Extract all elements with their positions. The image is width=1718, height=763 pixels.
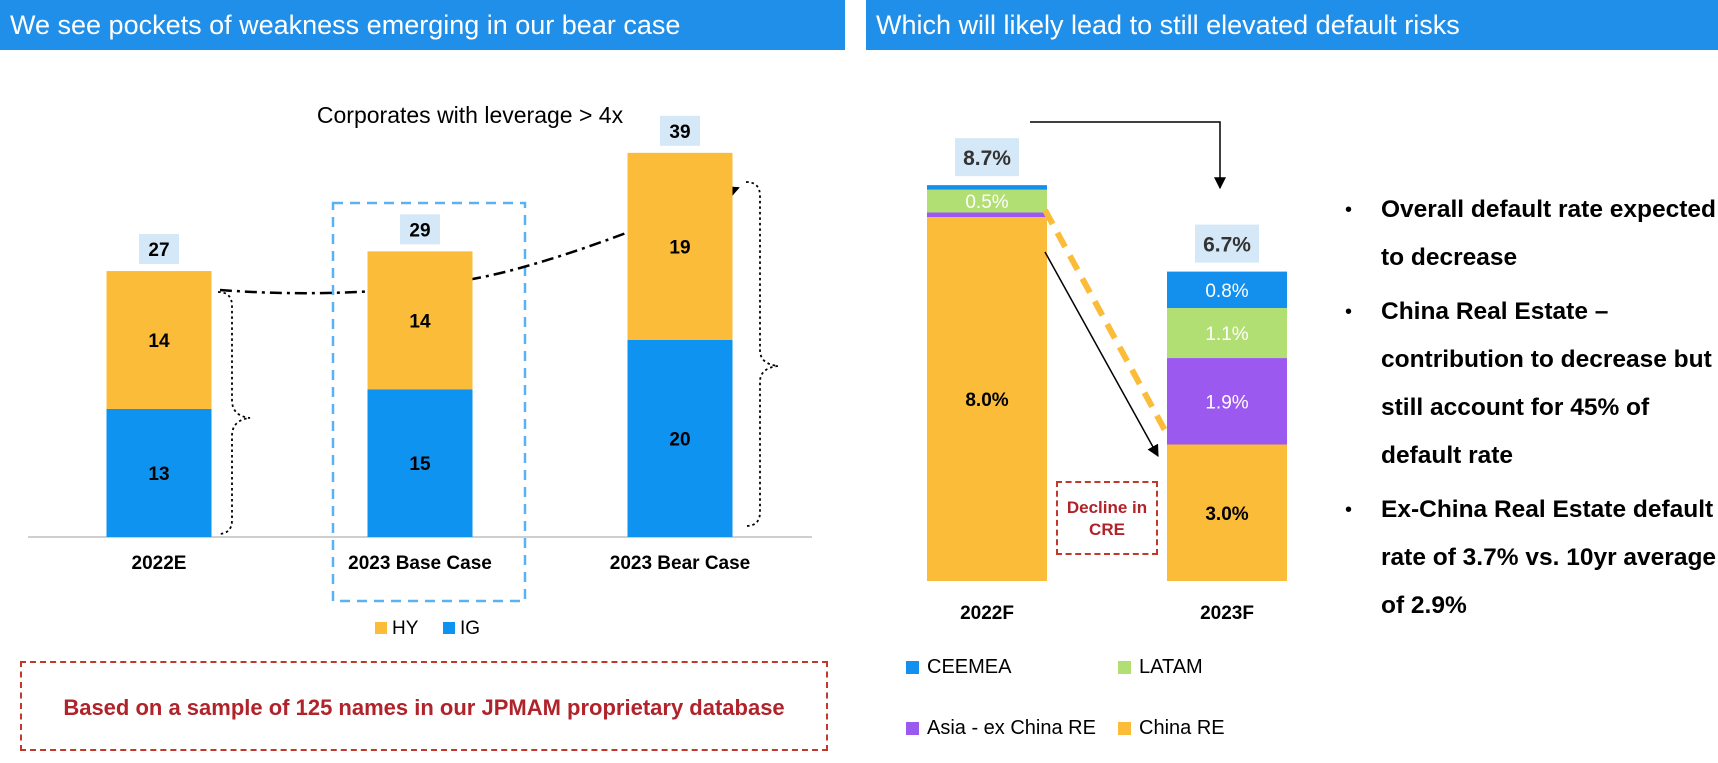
bar-segment-ceemea (927, 185, 1047, 190)
brace-bear-case (745, 181, 779, 527)
legend-latam-swatch (1118, 661, 1131, 674)
legend-asia-swatch (906, 722, 919, 735)
segment-value-label: 1.1% (1205, 324, 1248, 345)
bar-segment-china-re (927, 217, 1047, 581)
category-label: 2022F (960, 603, 1014, 624)
legend-asia-ex-china-re: Asia - ex China RE (906, 717, 1096, 740)
legend-asia-label: Asia - ex China RE (927, 717, 1096, 739)
bar-value-label: 19 (669, 237, 690, 258)
bar-hy-segment (627, 152, 733, 340)
total-value-label: 27 (148, 240, 169, 261)
total-label-bg (660, 115, 700, 146)
legend-latam-label: LATAM (1139, 656, 1203, 678)
bar-hy-segment (367, 251, 473, 390)
cre-decline-dashed-line (1042, 208, 1171, 438)
legend-hy-swatch (375, 622, 387, 634)
bar-ig-segment (627, 340, 733, 537)
legend-ig-swatch (443, 622, 455, 634)
right-panel-banner: Which will likely lead to still elevated… (866, 0, 1718, 50)
bullet-dot-icon: • (1345, 199, 1353, 221)
total-label-bg (1195, 224, 1259, 263)
bar-value-label: 14 (409, 311, 431, 332)
segment-value-label: 8.0% (965, 390, 1008, 411)
bullet-item: • China Real Estate – contribution to dec… (1345, 288, 1718, 480)
bullet-item: • Ex-China Real Estate default rate of 3.… (1345, 486, 1718, 630)
total-value-label: 6.7% (1203, 234, 1251, 257)
bullet-text: China Real Estate – contribution to decr… (1381, 298, 1712, 469)
bar-segment-latam (927, 189, 1047, 213)
legend-ceemea: CEEMEA (906, 656, 1011, 679)
bar-segment-ceemea (1167, 271, 1287, 308)
bullet-dot-icon: • (1345, 301, 1353, 323)
bar-segment-asia-ex-china-re (927, 212, 1047, 217)
brace-2022e (217, 291, 251, 535)
bar-value-label: 15 (409, 454, 431, 475)
total-label-bg (139, 234, 179, 265)
segment-value-label: 0.5% (965, 192, 1008, 213)
category-label: 2023F (1200, 603, 1254, 624)
decline-in-cre-label: Decline in CRE (1056, 481, 1158, 555)
sample-note-text: Based on a sample of 125 names in our JP… (63, 695, 785, 720)
bar-ig-segment (367, 389, 473, 537)
legend-china-re-label: China RE (1139, 717, 1225, 739)
segment-value-label: 3.0% (1205, 504, 1248, 525)
legend-china-re-swatch (1118, 722, 1131, 735)
base-case-highlight (331, 201, 527, 603)
total-value-label: 29 (409, 220, 430, 241)
cre-decline-arrow (1044, 251, 1159, 458)
trend-arrow (219, 185, 740, 295)
left-chart-title: Corporates with leverage > 4x (317, 102, 624, 128)
category-label: 2023 Base Case (348, 553, 492, 574)
legend-ceemea-swatch (906, 661, 919, 674)
total-label-bg (400, 214, 440, 245)
bullet-text: Ex-China Real Estate default rate of 3.7… (1381, 496, 1717, 619)
category-label: 2022E (132, 553, 187, 574)
bar-ig-segment (106, 408, 212, 537)
bar-hy-segment (106, 271, 212, 409)
bar-segment-latam (1167, 308, 1287, 359)
legend-ig-label: IG (460, 618, 480, 639)
bullet-item: • Overall default rate expected to decrea… (1345, 186, 1718, 282)
legend-latam: LATAM (1118, 656, 1203, 679)
bullet-text: Overall default rate expected to decreas… (1381, 196, 1716, 271)
bullet-dot-icon: • (1345, 499, 1353, 521)
legend-ceemea-label: CEEMEA (927, 656, 1012, 678)
segment-value-label: 0.8% (1205, 281, 1248, 302)
bar-segment-asia-ex-china-re (1167, 358, 1287, 445)
segment-value-label: 1.9% (1205, 392, 1248, 413)
bar-value-label: 14 (148, 331, 170, 352)
total-change-arrow (1030, 121, 1226, 190)
category-label: 2023 Bear Case (610, 553, 751, 574)
bar-value-label: 13 (148, 464, 169, 485)
bar-segment-china-re (1167, 444, 1287, 581)
total-value-label: 8.7% (963, 147, 1011, 170)
left-panel-banner: We see pockets of weakness emerging in o… (0, 0, 845, 50)
legend-hy-label: HY (392, 618, 419, 639)
sample-note-box: Based on a sample of 125 names in our JP… (20, 661, 828, 751)
total-value-label: 39 (669, 122, 690, 143)
bar-value-label: 20 (669, 430, 690, 451)
legend-china-re: China RE (1118, 717, 1225, 740)
key-points-list: • Overall default rate expected to decrea… (1345, 186, 1718, 636)
total-label-bg (955, 138, 1019, 177)
